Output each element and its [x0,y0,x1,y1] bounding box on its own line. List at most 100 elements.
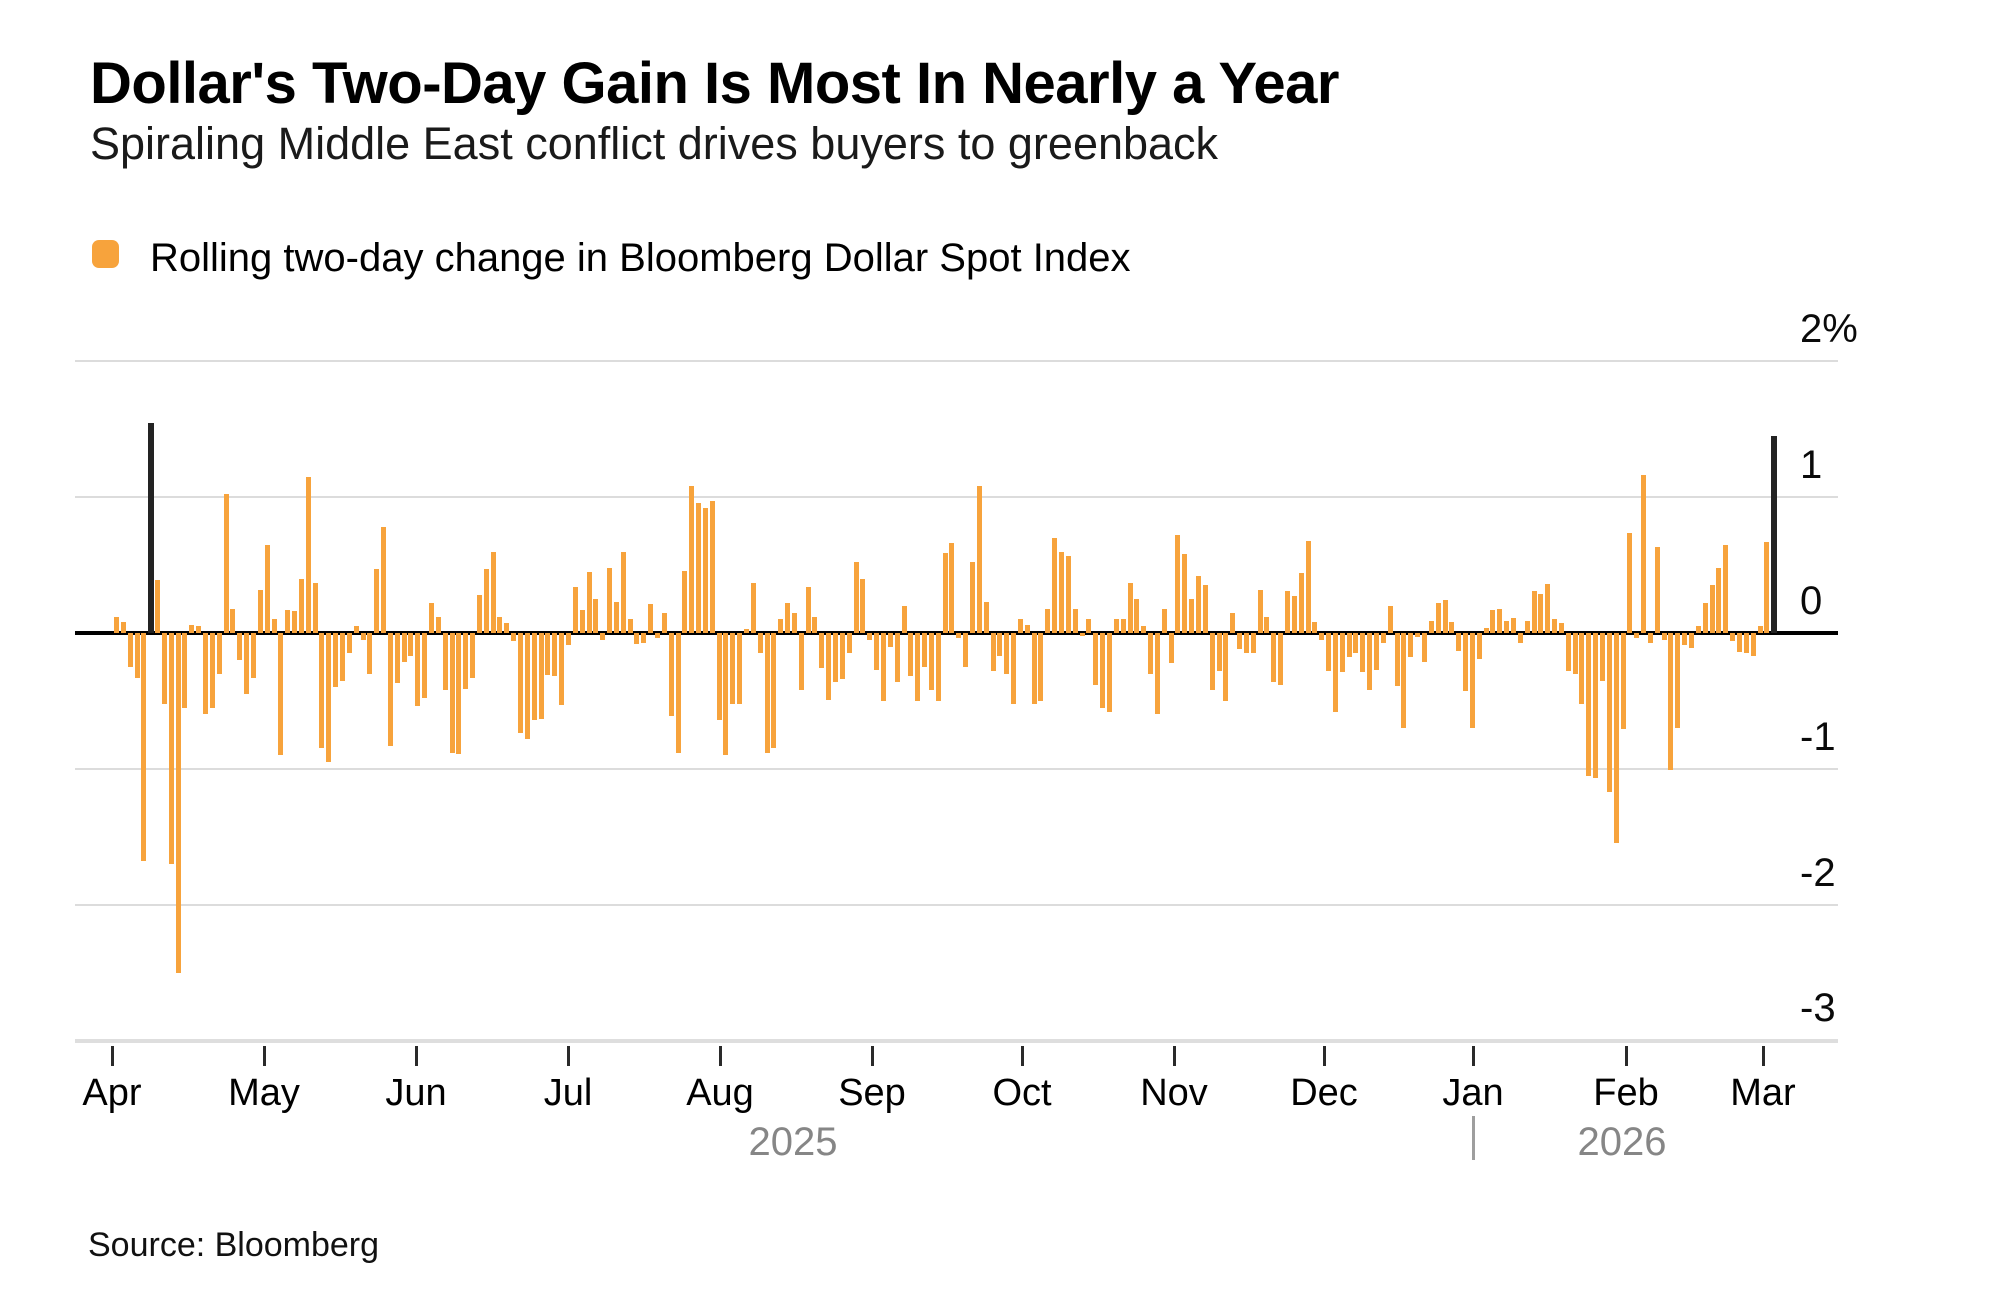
bar[interactable] [1566,633,1571,672]
bar[interactable] [1121,619,1126,633]
bar[interactable] [1319,633,1324,640]
bar[interactable] [881,633,886,701]
bar[interactable] [1367,633,1372,691]
bar[interactable] [963,633,968,667]
highlighted-bar[interactable] [1771,436,1777,633]
bar[interactable] [621,551,626,633]
bar[interactable] [1011,633,1016,704]
bar[interactable] [272,619,277,633]
bar[interactable] [1114,619,1119,633]
bar[interactable] [155,580,160,633]
bar[interactable] [1086,619,1091,633]
bar[interactable] [1203,585,1208,633]
bar[interactable] [1751,633,1756,657]
bar[interactable] [1217,633,1222,672]
bar[interactable] [573,586,578,633]
bar[interactable] [559,633,564,705]
bar[interactable] [723,633,728,756]
bar[interactable] [456,633,461,754]
bar[interactable] [484,569,489,633]
bar[interactable] [1230,612,1235,633]
bar[interactable] [1169,633,1174,663]
bar[interactable] [1573,633,1578,674]
bar[interactable] [1264,616,1269,633]
bar[interactable] [354,626,359,633]
bar[interactable] [278,633,283,756]
bar[interactable] [1306,540,1311,633]
bar[interactable] [415,633,420,707]
bar[interactable] [1299,573,1304,633]
bar[interactable] [1579,633,1584,704]
bar[interactable] [895,633,900,682]
bar[interactable] [395,633,400,684]
bar[interactable] [532,633,537,720]
bar[interactable] [176,633,181,973]
bar[interactable] [593,599,598,633]
bar[interactable] [1059,551,1064,633]
bar[interactable] [607,567,612,633]
bar[interactable] [333,633,338,688]
bar[interactable] [956,633,961,639]
bar[interactable] [367,633,372,674]
bar[interactable] [682,570,687,633]
bar[interactable] [819,633,824,669]
bar[interactable] [477,594,482,633]
bar[interactable] [1415,633,1420,638]
bar[interactable] [497,616,502,633]
bar[interactable] [997,633,1002,657]
bar[interactable] [696,502,701,633]
bar[interactable] [915,633,920,701]
bar[interactable] [1052,537,1057,633]
bar[interactable] [1018,619,1023,633]
bar[interactable] [1004,633,1009,674]
bar[interactable] [169,633,174,864]
bar[interactable] [1634,633,1639,639]
bar[interactable] [1107,633,1112,712]
bar[interactable] [1627,532,1632,633]
bar[interactable] [1401,633,1406,729]
bar[interactable] [114,616,119,633]
bar[interactable] [1436,603,1441,633]
bar[interactable] [771,633,776,749]
bar[interactable] [676,633,681,753]
bar[interactable] [1237,633,1242,650]
bar[interactable] [1347,633,1352,658]
bar[interactable] [422,633,427,699]
bar[interactable] [1511,618,1516,633]
bar[interactable] [929,633,934,691]
bar[interactable] [874,633,879,670]
bar[interactable] [1244,633,1249,654]
bar[interactable] [128,633,133,667]
bar[interactable] [374,569,379,633]
bar[interactable] [443,633,448,691]
bar[interactable] [217,633,222,674]
bar[interactable] [491,551,496,633]
bar[interactable] [1388,605,1393,633]
bar[interactable] [669,633,674,716]
bar[interactable] [1730,633,1735,642]
bar[interactable] [340,633,345,681]
bar[interactable] [710,501,715,633]
bar[interactable] [1312,622,1317,633]
bar[interactable] [1100,633,1105,708]
bar[interactable] [244,633,249,695]
bar[interactable] [922,633,927,667]
bar[interactable] [1128,582,1133,633]
bar[interactable] [1353,633,1358,654]
bar[interactable] [230,608,235,633]
bar[interactable] [504,623,509,633]
bar[interactable] [1648,633,1653,643]
bar[interactable] [1285,590,1290,633]
bar[interactable] [1381,633,1386,643]
bar[interactable] [539,633,544,719]
bar[interactable] [566,633,571,646]
bar[interactable] [237,633,242,661]
bar[interactable] [977,486,982,633]
bar[interactable] [744,628,749,633]
bar[interactable] [1162,608,1167,633]
bar[interactable] [306,476,311,633]
bar[interactable] [1141,626,1146,633]
bar[interactable] [326,633,331,762]
bar[interactable] [799,633,804,691]
bar[interactable] [943,552,948,633]
